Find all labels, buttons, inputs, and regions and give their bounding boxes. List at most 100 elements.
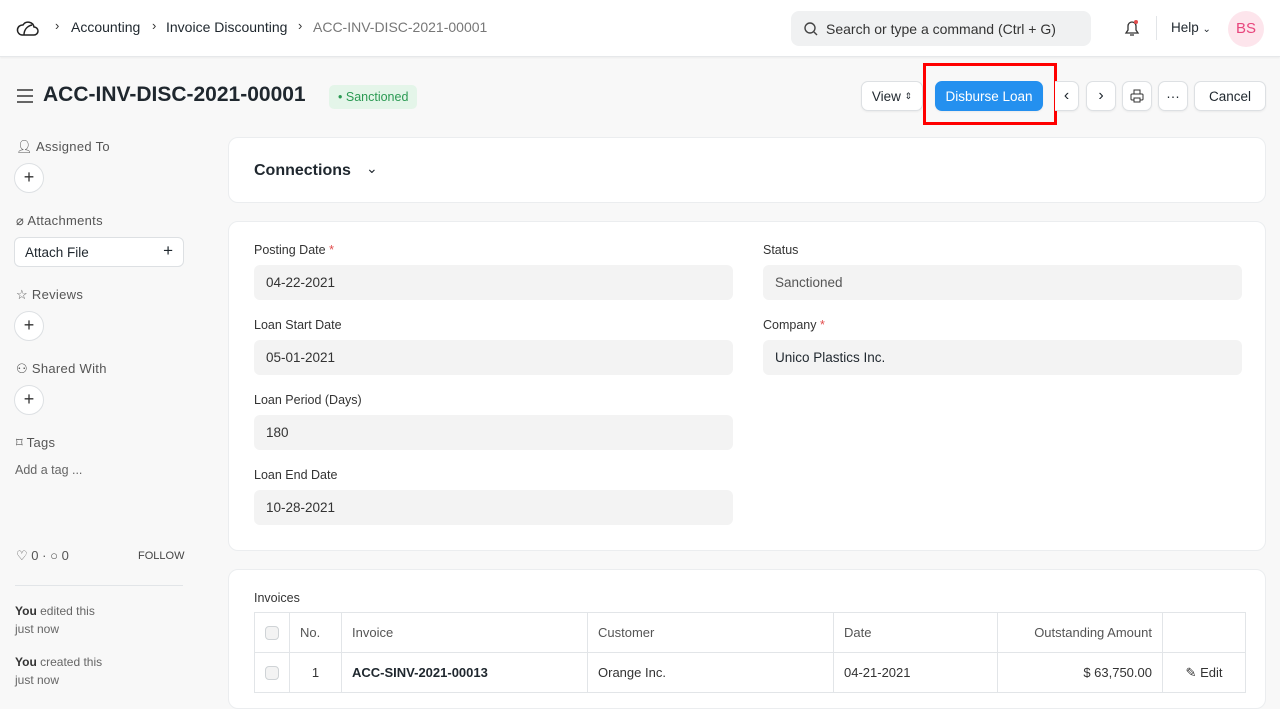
- add-tag-link[interactable]: Add a tag ...: [15, 463, 83, 477]
- printer-icon: [1130, 89, 1144, 103]
- posting-date-field[interactable]: 04-22-2021: [254, 265, 733, 300]
- posting-date-label: Posting Date *: [254, 243, 334, 257]
- column-customer: Customer: [587, 612, 834, 653]
- column-no: No.: [289, 612, 342, 653]
- star-icon: ☆: [16, 287, 28, 302]
- posting-date-label-text: Posting Date: [254, 243, 326, 257]
- plus-icon: +: [163, 241, 173, 260]
- row-edit-button[interactable]: ✎ Edit: [1162, 652, 1246, 693]
- tag-icon: ⌑: [16, 435, 23, 450]
- loan-period-label: Loan Period (Days): [254, 393, 362, 407]
- row-date[interactable]: 04-21-2021: [833, 652, 998, 693]
- attachments-heading: ⌀ Attachments: [16, 213, 103, 229]
- search-placeholder: Search or type a command (Ctrl + G): [826, 21, 1056, 37]
- loan-start-date-label: Loan Start Date: [254, 318, 342, 332]
- more-button[interactable]: ···: [1158, 81, 1188, 111]
- sidebar-toggle-icon[interactable]: [17, 89, 33, 103]
- view-label: View: [871, 88, 901, 104]
- activity-action: edited this: [36, 604, 95, 618]
- loan-end-date-label: Loan End Date: [254, 468, 338, 482]
- tags-label: Tags: [26, 435, 56, 450]
- chevron-right-icon: ›: [152, 18, 157, 33]
- previous-doc-button[interactable]: ‹: [1055, 81, 1079, 111]
- loan-start-date-field[interactable]: 05-01-2021: [254, 340, 733, 375]
- help-label: Help: [1171, 20, 1199, 35]
- add-share-button[interactable]: +: [14, 385, 44, 415]
- attach-file-button[interactable]: Attach File +: [14, 237, 184, 267]
- connections-heading: Connections: [254, 162, 351, 179]
- company-field[interactable]: Unico Plastics Inc.: [763, 340, 1242, 375]
- attachments-label: Attachments: [27, 213, 103, 228]
- help-menu[interactable]: Help ⌄: [1171, 20, 1211, 35]
- divider: [15, 585, 183, 586]
- sort-icon: ⇕: [904, 90, 913, 101]
- column-invoice: Invoice: [341, 612, 588, 653]
- row-checkbox[interactable]: [254, 652, 290, 693]
- chevron-right-icon: ›: [1098, 87, 1104, 104]
- activity-item: You edited this just now: [15, 602, 95, 638]
- assigned-to-label: Assigned To: [36, 139, 110, 154]
- reviews-heading: ☆ Reviews: [16, 287, 83, 303]
- add-review-button[interactable]: +: [14, 311, 44, 341]
- heart-icon: ♡: [16, 548, 28, 563]
- activity-time: just now: [15, 673, 60, 687]
- add-assignee-button[interactable]: +: [14, 163, 44, 193]
- column-outstanding-amount: Outstanding Amount: [997, 612, 1163, 653]
- shared-with-label: Shared With: [31, 361, 107, 376]
- app-logo-icon[interactable]: [16, 18, 40, 38]
- select-all-checkbox[interactable]: [254, 612, 290, 653]
- pencil-icon: ✎: [1185, 664, 1197, 680]
- chevron-right-icon: ›: [55, 18, 60, 33]
- cancel-button[interactable]: Cancel: [1194, 81, 1266, 111]
- next-doc-button[interactable]: ›: [1086, 81, 1116, 111]
- chevron-left-icon: ‹: [1063, 87, 1070, 104]
- assigned-to-heading: 👤︎ Assigned To: [16, 139, 110, 155]
- activity-user: You: [15, 604, 37, 618]
- navbar: › Accounting › Invoice Discounting › ACC…: [0, 0, 1280, 57]
- follow-button[interactable]: FOLLOW: [138, 550, 185, 562]
- invoices-table: No. Invoice Customer Date Outstanding Am…: [254, 612, 1246, 693]
- avatar[interactable]: BS: [1228, 11, 1264, 47]
- status-text: Sanctioned: [345, 90, 409, 104]
- chevron-down-icon: ⌄: [1202, 24, 1211, 35]
- print-button[interactable]: [1122, 81, 1152, 111]
- breadcrumb-current[interactable]: ACC-INV-DISC-2021-00001: [313, 19, 488, 35]
- company-label-text: Company: [763, 318, 817, 332]
- page-title: ACC-INV-DISC-2021-00001: [43, 83, 306, 106]
- users-icon: ⚇: [16, 361, 28, 376]
- table-row[interactable]: 1 ACC-SINV-2021-00013 Orange Inc. 04-21-…: [254, 652, 1246, 693]
- tags-heading: ⌑ Tags: [16, 435, 55, 451]
- loan-period-field[interactable]: 180: [254, 415, 733, 450]
- likes-value: 0: [31, 548, 39, 563]
- user-icon: 👤︎: [16, 139, 33, 154]
- activity-item: You created this just now: [15, 653, 102, 689]
- comments-value: 0: [61, 548, 69, 563]
- activity-user: You: [15, 655, 37, 669]
- activity-time: just now: [15, 622, 60, 636]
- search-icon: [804, 22, 818, 36]
- breadcrumb-accounting[interactable]: Accounting: [71, 19, 141, 35]
- search-input[interactable]: Search or type a command (Ctrl + G): [791, 11, 1091, 46]
- likes-count[interactable]: ♡ 0 · ○ 0: [16, 548, 69, 563]
- view-button[interactable]: View ⇕: [861, 81, 923, 111]
- chevron-down-icon: ⌄: [366, 160, 378, 176]
- shared-with-heading: ⚇ Shared With: [16, 361, 107, 377]
- breadcrumb-invoice-discounting[interactable]: Invoice Discounting: [166, 19, 288, 35]
- details-section: Posting Date * 04-22-2021 Status Sanctio…: [228, 221, 1266, 551]
- disburse-loan-button[interactable]: Disburse Loan: [935, 81, 1043, 111]
- status-field[interactable]: Sanctioned: [763, 265, 1242, 300]
- edit-label: Edit: [1200, 664, 1223, 680]
- comment-icon: ○: [50, 548, 58, 563]
- status-badge: • Sanctioned: [329, 85, 418, 109]
- loan-end-date-field[interactable]: 10-28-2021: [254, 490, 733, 525]
- column-actions: [1162, 612, 1246, 653]
- highlight-box: [923, 63, 1057, 125]
- connections-section[interactable]: Connections ⌄: [228, 137, 1266, 203]
- invoices-section: Invoices No. Invoice Customer Date Outst…: [228, 569, 1266, 709]
- company-label: Company *: [763, 318, 825, 332]
- bell-icon[interactable]: [1123, 18, 1141, 38]
- invoices-label: Invoices: [254, 591, 300, 605]
- chevron-right-icon: ›: [298, 18, 303, 33]
- table-header: No. Invoice Customer Date Outstanding Am…: [254, 612, 1246, 653]
- activity-action: created this: [36, 655, 103, 669]
